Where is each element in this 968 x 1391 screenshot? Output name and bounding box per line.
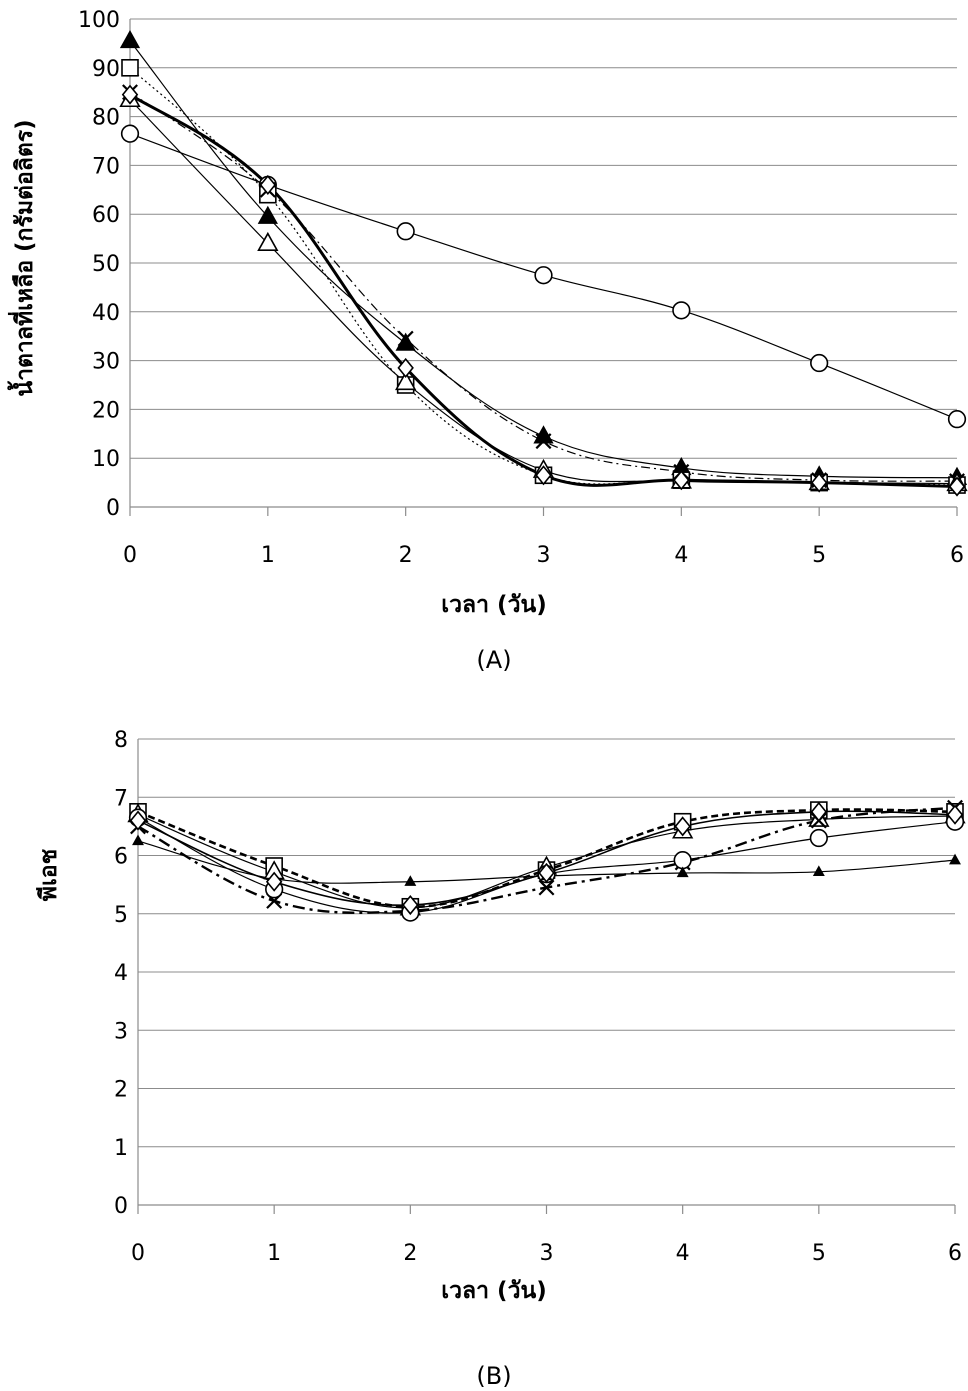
a-x-tick-label: 5 xyxy=(812,543,826,568)
b-x-tick-label: 4 xyxy=(676,1241,690,1266)
b-data-point xyxy=(538,879,555,896)
a-data-point xyxy=(672,301,691,320)
b-series-markers-4 xyxy=(132,834,961,886)
a-x-tick-label: 2 xyxy=(399,543,413,568)
b-data-point xyxy=(674,816,691,837)
b-series-markers-5 xyxy=(129,801,964,916)
panel-a-x-axis-label: เวลา (วัน) xyxy=(441,592,546,618)
a-data-point xyxy=(810,472,828,493)
panel-b-ph-chart: 0 1 2 3 4 5 6 7 8 0 1 2 3 4 5 6 เวลา (วัน) พีเอช (B) xyxy=(36,728,966,1390)
a-data-point xyxy=(119,30,141,49)
panel-a-x-tick-labels: 0 1 2 3 4 5 6 xyxy=(123,543,964,568)
b-y-tick-label: 0 xyxy=(114,1194,128,1219)
b-data-point xyxy=(265,871,283,892)
b-y-tick-label: 7 xyxy=(114,786,128,811)
a-data-point xyxy=(533,425,554,444)
a-y-tick-label: 70 xyxy=(92,154,120,179)
b-data-point xyxy=(949,853,961,865)
a-data-point xyxy=(534,266,553,285)
panel-b-x-tick-labels: 0 1 2 3 4 5 6 xyxy=(131,1241,962,1266)
a-data-point xyxy=(395,370,417,391)
a-data-point xyxy=(397,330,414,347)
a-y-tick-label: 80 xyxy=(92,106,120,131)
b-y-tick-label: 6 xyxy=(114,845,128,870)
a-data-point xyxy=(395,332,416,351)
panel-b-gridlines xyxy=(137,738,956,1214)
b-data-point xyxy=(809,828,828,848)
b-y-tick-label: 2 xyxy=(114,1078,128,1103)
b-y-tick-label: 8 xyxy=(114,728,128,753)
a-x-tick-label: 4 xyxy=(674,543,688,568)
a-y-tick-label: 40 xyxy=(92,301,120,326)
a-series-line-1 xyxy=(129,40,958,479)
a-data-point xyxy=(673,470,690,491)
panel-a-series xyxy=(119,30,968,497)
b-data-point xyxy=(402,894,419,916)
a-x-tick-label: 3 xyxy=(537,543,551,568)
a-series-markers-1 xyxy=(119,30,968,485)
b-x-tick-label: 6 xyxy=(948,1241,962,1266)
a-data-point xyxy=(397,357,414,378)
b-data-point xyxy=(129,810,147,831)
a-data-point xyxy=(810,353,829,373)
a-data-point xyxy=(259,174,277,195)
panel-a-y-tick-labels: 0 10 20 30 40 50 60 70 80 90 100 xyxy=(78,8,120,521)
b-data-point xyxy=(132,834,144,846)
panel-a-caption: (A) xyxy=(476,646,511,674)
panel-b-series xyxy=(127,799,966,922)
panel-b-x-axis-label: เวลา (วัน) xyxy=(441,1278,546,1304)
panel-b-y-axis-label: พีเอช xyxy=(36,848,62,901)
b-x-tick-label: 3 xyxy=(540,1241,554,1266)
b-x-tick-label: 1 xyxy=(267,1241,281,1266)
a-y-tick-label: 20 xyxy=(92,398,120,423)
a-x-tick-label: 0 xyxy=(123,543,137,568)
b-data-point xyxy=(404,875,417,886)
panel-a-sugar-chart: 0 10 20 30 40 50 60 70 80 90 100 0 1 2 3 4 5 6 เวลา (วัน… xyxy=(7,8,968,674)
a-y-tick-label: 50 xyxy=(92,252,120,277)
a-data-point xyxy=(257,231,279,251)
b-data-point xyxy=(946,804,964,825)
b-x-tick-label: 5 xyxy=(812,1241,826,1266)
a-data-point xyxy=(535,465,552,486)
b-data-point xyxy=(673,851,692,870)
a-data-point xyxy=(535,433,552,450)
b-y-tick-label: 1 xyxy=(114,1136,128,1161)
b-y-tick-label: 4 xyxy=(114,961,128,986)
a-data-point xyxy=(948,476,966,497)
a-data-point xyxy=(121,58,139,77)
a-y-tick-label: 10 xyxy=(92,447,120,472)
a-data-point xyxy=(121,84,139,105)
b-data-point xyxy=(676,866,689,878)
panel-a-y-axis-label: น้ำตาลที่เหลือ (กรัมต่อลิตร) xyxy=(7,119,38,396)
a-series-line-4 xyxy=(129,91,958,482)
a-x-tick-label: 6 xyxy=(950,543,964,568)
b-x-tick-label: 2 xyxy=(403,1241,417,1266)
b-data-point xyxy=(812,865,825,877)
panel-b-caption: (B) xyxy=(476,1362,511,1390)
a-data-point xyxy=(947,410,967,429)
a-y-tick-label: 0 xyxy=(106,496,120,521)
b-data-point xyxy=(538,862,555,884)
b-y-tick-label: 5 xyxy=(114,903,128,928)
b-x-tick-label: 0 xyxy=(131,1241,145,1266)
a-series-markers-5 xyxy=(121,84,966,497)
a-y-tick-label: 30 xyxy=(92,350,120,375)
a-series-markers-0 xyxy=(120,124,967,429)
a-data-point xyxy=(120,124,140,143)
a-data-point xyxy=(396,222,415,241)
b-data-point xyxy=(810,801,828,822)
a-y-tick-label: 60 xyxy=(92,203,120,228)
b-y-tick-label: 3 xyxy=(114,1019,128,1044)
a-y-tick-label: 90 xyxy=(92,57,120,82)
a-data-point xyxy=(257,205,278,224)
a-y-tick-label: 100 xyxy=(78,8,120,33)
panel-b-y-tick-labels: 0 1 2 3 4 5 6 7 8 xyxy=(114,728,128,1219)
a-x-tick-label: 1 xyxy=(261,543,275,568)
